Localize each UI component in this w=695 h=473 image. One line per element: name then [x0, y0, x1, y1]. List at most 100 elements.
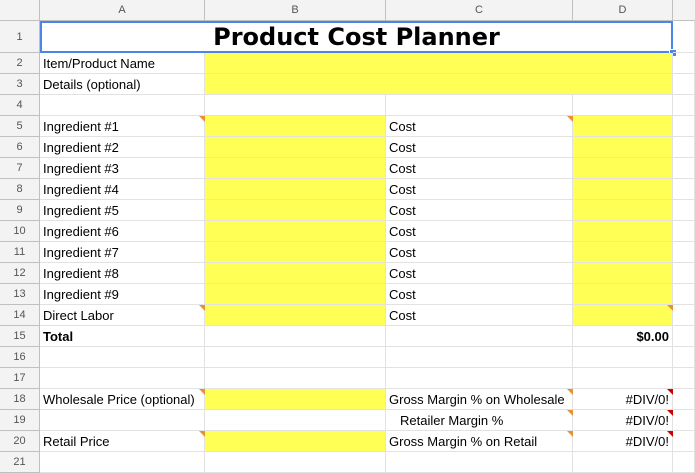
cell-e6[interactable] — [673, 137, 695, 158]
wholesale-price-input[interactable] — [205, 389, 386, 410]
cell-a12[interactable]: Ingredient #8 — [40, 263, 205, 284]
retail-price-input[interactable] — [205, 431, 386, 452]
ingredient-5-input[interactable] — [205, 200, 386, 221]
ingredient-4-input[interactable] — [205, 179, 386, 200]
column-header-d[interactable]: D — [573, 0, 673, 21]
total-label[interactable]: Total — [40, 326, 205, 347]
cell-a13[interactable]: Ingredient #9 — [40, 284, 205, 305]
cell-d4[interactable] — [573, 95, 673, 116]
cell-e5[interactable] — [673, 116, 695, 137]
cell-e15[interactable] — [673, 326, 695, 347]
cell-d21[interactable] — [573, 452, 673, 473]
row-header-3[interactable]: 3 — [0, 74, 40, 95]
row-header-11[interactable]: 11 — [0, 242, 40, 263]
cell-b4[interactable] — [205, 95, 386, 116]
ingredient-9-cost-input[interactable] — [573, 284, 673, 305]
ingredient-7-input[interactable] — [205, 242, 386, 263]
cell-c9[interactable]: Cost — [386, 200, 573, 221]
row-header-7[interactable]: 7 — [0, 158, 40, 179]
ingredient-1-input[interactable] — [205, 116, 386, 137]
cell-c4[interactable] — [386, 95, 573, 116]
cell-e12[interactable] — [673, 263, 695, 284]
cell-c14[interactable]: Cost — [386, 305, 573, 326]
cell-d17[interactable] — [573, 368, 673, 389]
error-marker-icon[interactable] — [667, 410, 673, 416]
comment-marker-icon[interactable] — [199, 305, 205, 311]
retailer-margin-value[interactable]: #DIV/0! — [573, 410, 673, 431]
cell-a2[interactable]: Item/Product Name — [40, 53, 205, 74]
cell-d16[interactable] — [573, 347, 673, 368]
cell-e2[interactable] — [673, 53, 695, 74]
column-header-extra[interactable] — [673, 0, 695, 21]
ingredient-8-input[interactable] — [205, 263, 386, 284]
column-header-a[interactable]: A — [40, 0, 205, 21]
cell-a20[interactable]: Retail Price — [40, 431, 205, 452]
row-header-19[interactable]: 19 — [0, 410, 40, 431]
cell-a3[interactable]: Details (optional) — [40, 74, 205, 95]
column-header-c[interactable]: C — [386, 0, 573, 21]
cell-b15[interactable] — [205, 326, 386, 347]
cell-b16[interactable] — [205, 347, 386, 368]
ingredient-7-cost-input[interactable] — [573, 242, 673, 263]
cell-b19[interactable] — [205, 410, 386, 431]
ingredient-6-cost-input[interactable] — [573, 221, 673, 242]
comment-marker-icon[interactable] — [199, 116, 205, 122]
cell-c6[interactable]: Cost — [386, 137, 573, 158]
cell-e7[interactable] — [673, 158, 695, 179]
row-header-10[interactable]: 10 — [0, 221, 40, 242]
cell-a14[interactable]: Direct Labor — [40, 305, 205, 326]
total-value[interactable]: $0.00 — [573, 326, 673, 347]
comment-marker-icon[interactable] — [567, 410, 573, 416]
ingredient-3-cost-input[interactable] — [573, 158, 673, 179]
cell-a4[interactable] — [40, 95, 205, 116]
cell-c5[interactable]: Cost — [386, 116, 573, 137]
cell-e8[interactable] — [673, 179, 695, 200]
cell-e18[interactable] — [673, 389, 695, 410]
cell-c15[interactable] — [386, 326, 573, 347]
cell-a10[interactable]: Ingredient #6 — [40, 221, 205, 242]
ingredient-1-cost-input[interactable] — [573, 116, 673, 137]
cell-a11[interactable]: Ingredient #7 — [40, 242, 205, 263]
cell-c17[interactable] — [386, 368, 573, 389]
row-header-16[interactable]: 16 — [0, 347, 40, 368]
cell-a7[interactable]: Ingredient #3 — [40, 158, 205, 179]
row-header-5[interactable]: 5 — [0, 116, 40, 137]
cell-e9[interactable] — [673, 200, 695, 221]
row-header-9[interactable]: 9 — [0, 200, 40, 221]
cell-e21[interactable] — [673, 452, 695, 473]
cell-a16[interactable] — [40, 347, 205, 368]
row-header-12[interactable]: 12 — [0, 263, 40, 284]
cell-a19[interactable] — [40, 410, 205, 431]
cell-c8[interactable]: Cost — [386, 179, 573, 200]
cell-c12[interactable]: Cost — [386, 263, 573, 284]
cell-b21[interactable] — [205, 452, 386, 473]
cell-a9[interactable]: Ingredient #5 — [40, 200, 205, 221]
ingredient-4-cost-input[interactable] — [573, 179, 673, 200]
comment-marker-icon[interactable] — [567, 431, 573, 437]
ingredient-9-input[interactable] — [205, 284, 386, 305]
cell-a5[interactable]: Ingredient #1 — [40, 116, 205, 137]
gross-margin-retail-value[interactable]: #DIV/0! — [573, 431, 673, 452]
comment-marker-icon[interactable] — [667, 305, 673, 311]
cell-e17[interactable] — [673, 368, 695, 389]
cell-c7[interactable]: Cost — [386, 158, 573, 179]
error-marker-icon[interactable] — [667, 431, 673, 437]
cell-a6[interactable]: Ingredient #2 — [40, 137, 205, 158]
row-header-8[interactable]: 8 — [0, 179, 40, 200]
comment-marker-icon[interactable] — [567, 116, 573, 122]
cell-c11[interactable]: Cost — [386, 242, 573, 263]
row-header-18[interactable]: 18 — [0, 389, 40, 410]
row-header-21[interactable]: 21 — [0, 452, 40, 473]
direct-labor-cost-input[interactable] — [573, 305, 673, 326]
cell-e16[interactable] — [673, 347, 695, 368]
item-name-input[interactable] — [205, 53, 673, 74]
cell-c10[interactable]: Cost — [386, 221, 573, 242]
page-title[interactable]: Product Cost Planner — [40, 21, 673, 53]
cell-a17[interactable] — [40, 368, 205, 389]
ingredient-6-input[interactable] — [205, 221, 386, 242]
ingredient-3-input[interactable] — [205, 158, 386, 179]
cell-e19[interactable] — [673, 410, 695, 431]
cell-c20[interactable]: Gross Margin % on Retail — [386, 431, 573, 452]
cell-e20[interactable] — [673, 431, 695, 452]
cell-e4[interactable] — [673, 95, 695, 116]
